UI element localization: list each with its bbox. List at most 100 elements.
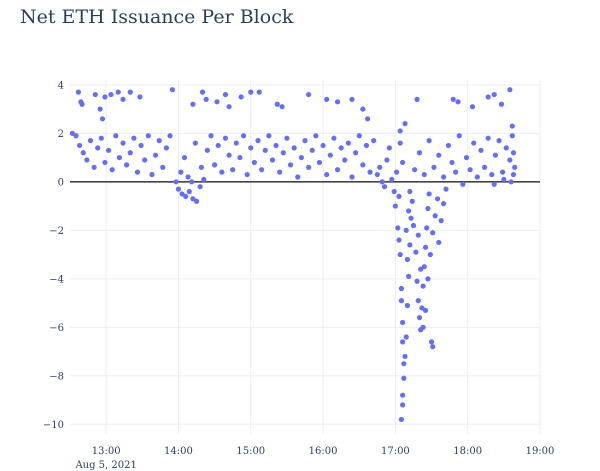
- data-point: [222, 135, 229, 141]
- data-point: [306, 164, 312, 170]
- data-point: [509, 123, 515, 129]
- data-point: [367, 169, 373, 175]
- data-point: [109, 167, 115, 173]
- data-point: [248, 89, 254, 95]
- data-point: [145, 133, 151, 139]
- data-point: [445, 142, 452, 149]
- data-point: [175, 186, 182, 192]
- data-point: [453, 169, 459, 175]
- data-point: [363, 142, 370, 149]
- data-point: [420, 324, 426, 330]
- data-point: [269, 157, 276, 163]
- data-point: [316, 159, 323, 166]
- data-point: [401, 361, 407, 367]
- data-point: [163, 145, 170, 151]
- data-point: [406, 273, 412, 279]
- data-point: [440, 201, 447, 207]
- data-point: [430, 344, 436, 350]
- data-point: [73, 133, 79, 139]
- data-point: [389, 176, 395, 183]
- data-point: [149, 171, 155, 178]
- x-axis-ticks: 13:00 14:00 15:00 16:00 17:00 18:00 19:00: [92, 446, 555, 457]
- data-point: [398, 285, 405, 292]
- data-point: [416, 150, 423, 156]
- data-point: [407, 242, 413, 248]
- data-point: [167, 133, 173, 139]
- data-point: [408, 215, 414, 221]
- data-point: [424, 225, 430, 231]
- x-axis-date-label: Aug 5, 2021: [74, 460, 136, 471]
- data-point: [212, 162, 218, 168]
- data-point: [485, 94, 491, 100]
- data-point: [469, 104, 476, 110]
- data-point: [98, 135, 104, 141]
- data-point: [233, 140, 239, 146]
- data-point: [77, 142, 83, 149]
- data-point: [478, 147, 484, 153]
- data-point: [334, 167, 341, 173]
- x-tick-label: 18:00: [453, 446, 482, 457]
- data-point: [386, 145, 392, 151]
- data-point: [397, 128, 403, 134]
- data-point: [455, 99, 461, 105]
- x-tick-label: 16:00: [309, 446, 338, 457]
- data-point: [407, 188, 413, 195]
- data-point: [116, 154, 123, 161]
- data-point: [510, 150, 517, 156]
- data-point: [443, 186, 449, 192]
- data-point: [509, 133, 515, 139]
- data-point: [309, 147, 315, 153]
- data-point: [507, 87, 513, 93]
- data-point: [87, 138, 94, 144]
- data-point: [345, 140, 351, 146]
- data-point: [240, 133, 247, 139]
- data-point: [412, 167, 418, 173]
- data-points: [69, 87, 518, 423]
- data-point: [334, 99, 341, 105]
- data-point: [456, 133, 462, 139]
- chart-title: Net ETH Issuance Per Block: [20, 6, 294, 28]
- gridlines: [70, 80, 541, 434]
- y-tick-label: 0: [58, 177, 64, 188]
- data-point: [481, 164, 488, 170]
- data-point: [256, 89, 262, 95]
- data-point: [120, 96, 126, 102]
- data-point: [498, 101, 505, 107]
- data-point: [280, 150, 286, 156]
- data-point: [422, 307, 429, 313]
- data-point: [460, 181, 466, 187]
- data-point: [215, 142, 221, 149]
- data-point: [160, 164, 166, 170]
- data-point: [142, 157, 148, 163]
- data-point: [471, 140, 477, 146]
- data-point: [113, 133, 119, 139]
- data-point: [404, 256, 411, 263]
- data-point: [371, 138, 377, 144]
- data-point: [436, 152, 442, 158]
- data-point: [491, 91, 497, 98]
- data-point: [91, 164, 97, 170]
- data-point: [291, 145, 297, 151]
- data-point: [428, 339, 435, 345]
- data-point: [97, 106, 103, 112]
- data-point: [237, 154, 243, 161]
- data-point: [398, 416, 405, 423]
- data-point: [284, 135, 290, 141]
- data-point: [485, 135, 491, 141]
- data-point: [169, 87, 176, 93]
- data-point: [222, 91, 229, 98]
- data-point: [302, 138, 308, 144]
- data-point: [313, 133, 319, 139]
- data-point: [152, 152, 159, 158]
- data-point: [508, 179, 514, 185]
- data-point: [397, 140, 403, 146]
- y-tick-label: 4: [58, 80, 64, 91]
- data-point: [251, 159, 257, 166]
- data-point: [349, 174, 355, 180]
- data-point: [425, 276, 431, 282]
- data-point: [396, 237, 402, 243]
- data-point: [80, 150, 86, 156]
- data-point: [392, 203, 398, 209]
- data-point: [422, 244, 429, 250]
- data-point: [434, 196, 441, 202]
